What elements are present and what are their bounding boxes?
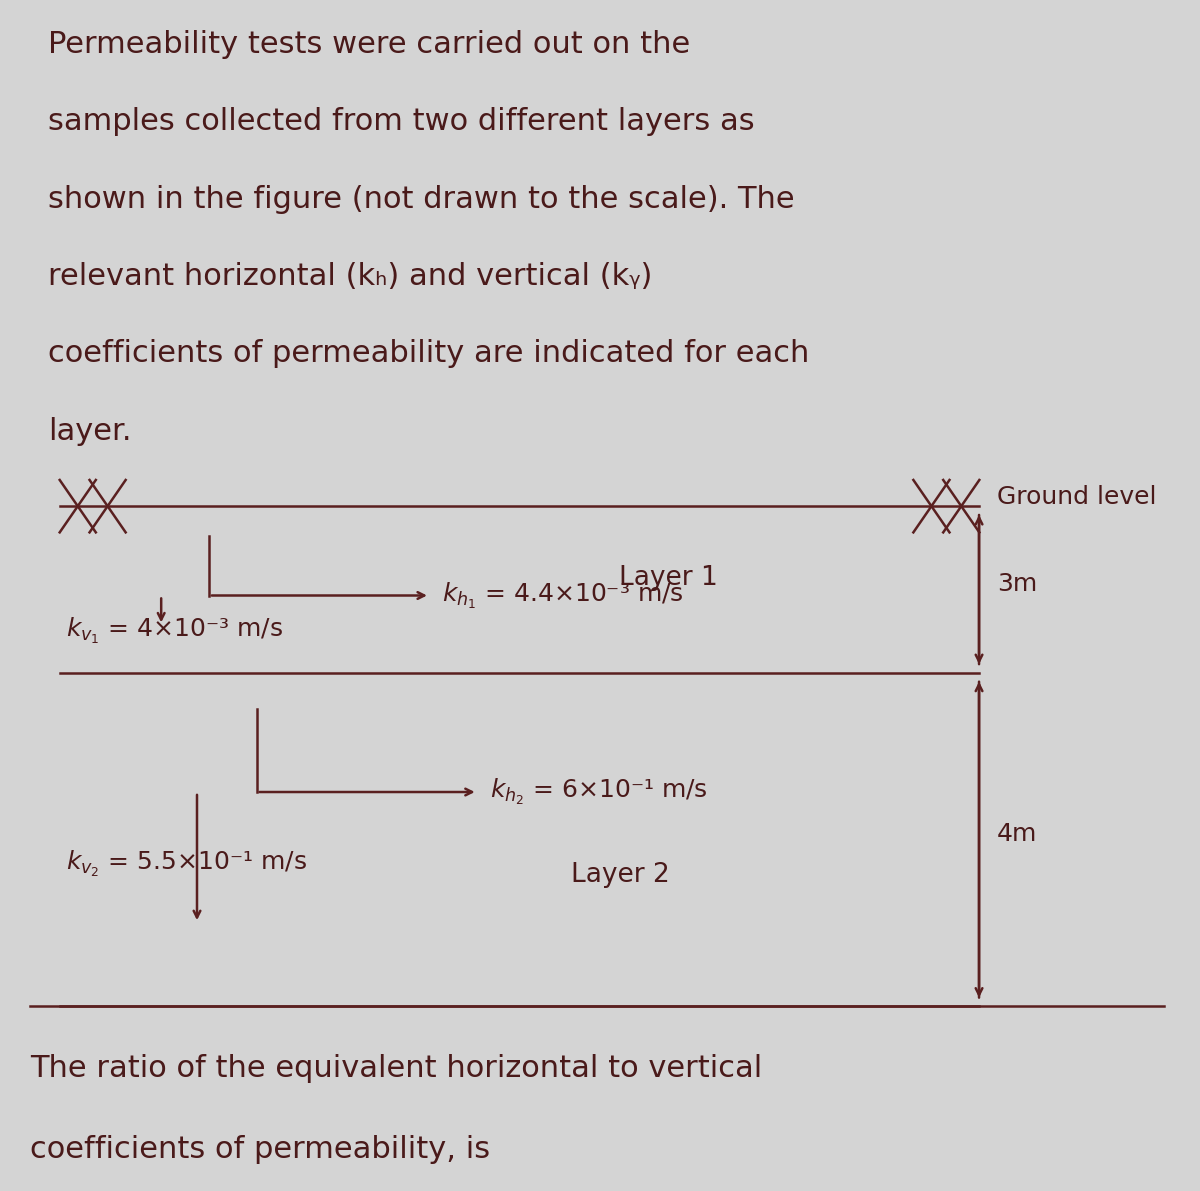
Text: $k_{v_2}$ = 5.5×10⁻¹ m/s: $k_{v_2}$ = 5.5×10⁻¹ m/s: [66, 848, 307, 879]
Text: Permeability tests were carried out on the: Permeability tests were carried out on t…: [48, 30, 690, 58]
Text: samples collected from two different layers as: samples collected from two different lay…: [48, 107, 755, 136]
Text: relevant horizontal (kₕ) and vertical (kᵧ): relevant horizontal (kₕ) and vertical (k…: [48, 262, 652, 291]
Text: Ground level: Ground level: [997, 485, 1157, 509]
Text: 4m: 4m: [997, 822, 1037, 846]
Text: coefficients of permeability, is: coefficients of permeability, is: [30, 1135, 490, 1164]
Text: $k_{v_1}$ = 4×10⁻³ m/s: $k_{v_1}$ = 4×10⁻³ m/s: [66, 616, 283, 647]
Text: Layer 1: Layer 1: [619, 565, 718, 591]
Text: coefficients of permeability are indicated for each: coefficients of permeability are indicat…: [48, 339, 809, 368]
Text: The ratio of the equivalent horizontal to vertical: The ratio of the equivalent horizontal t…: [30, 1054, 762, 1083]
Text: layer.: layer.: [48, 417, 131, 445]
Text: Layer 2: Layer 2: [571, 862, 671, 888]
Text: $k_{h_2}$ = 6×10⁻¹ m/s: $k_{h_2}$ = 6×10⁻¹ m/s: [490, 777, 707, 807]
Text: 3m: 3m: [997, 572, 1037, 596]
Text: shown in the figure (not drawn to the scale). The: shown in the figure (not drawn to the sc…: [48, 185, 794, 213]
Text: $k_{h_1}$ = 4.4×10⁻³ m/s: $k_{h_1}$ = 4.4×10⁻³ m/s: [442, 580, 684, 611]
